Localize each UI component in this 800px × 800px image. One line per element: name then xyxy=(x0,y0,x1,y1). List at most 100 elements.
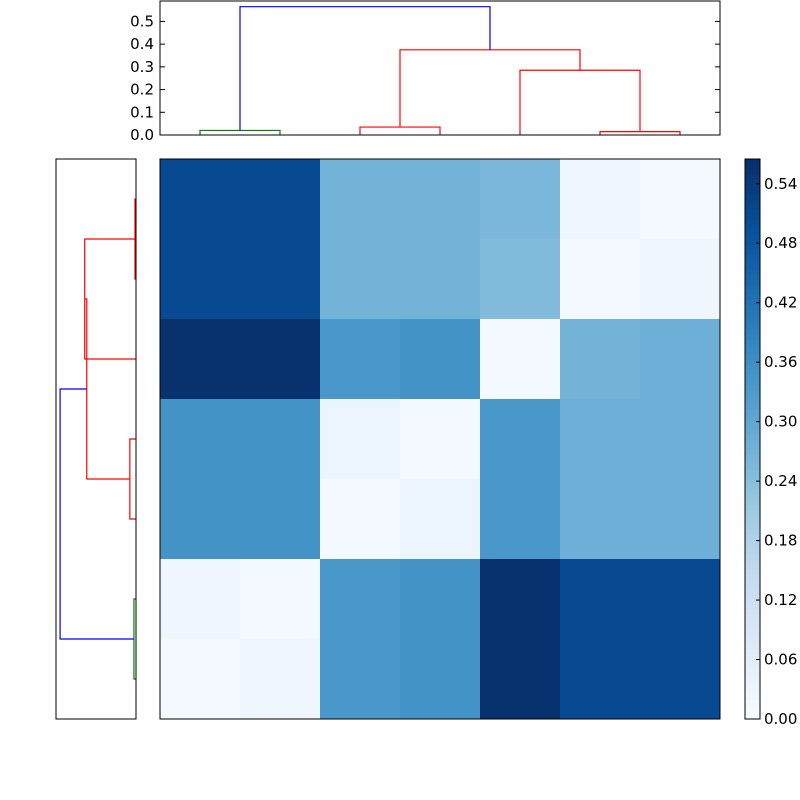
left-dendrogram xyxy=(55,158,137,720)
heatmap-cell xyxy=(560,399,641,480)
heatmap-cell xyxy=(400,319,481,400)
heatmap-cell xyxy=(480,399,561,480)
colorbar-segment xyxy=(745,434,760,440)
colorbar-segment xyxy=(745,539,760,545)
colorbar-segment xyxy=(745,404,760,410)
heatmap-cell xyxy=(320,399,401,480)
colorbar-segment xyxy=(745,234,760,240)
colorbar-segment xyxy=(745,589,760,595)
heatmap-cell xyxy=(160,239,241,320)
heatmap-cell xyxy=(400,399,481,480)
colorbar-segment xyxy=(745,214,760,220)
heatmap-cell xyxy=(320,639,401,720)
colorbar-tick-label: 0.42 xyxy=(764,294,797,312)
top-dendrogram-link xyxy=(599,130,681,135)
colorbar-segment xyxy=(745,544,760,550)
colorbar-tick-label: 0.54 xyxy=(764,175,797,193)
heatmap-cell xyxy=(640,479,721,560)
left-dendrogram-frame xyxy=(55,158,137,720)
colorbar-segment xyxy=(745,164,760,170)
colorbar-segment xyxy=(745,184,760,190)
colorbar-segment xyxy=(745,274,760,280)
colorbar-segment xyxy=(745,294,760,300)
colorbar-segment xyxy=(745,394,760,400)
colorbar-segment xyxy=(745,509,760,515)
heatmap-cell xyxy=(480,159,561,240)
colorbar-segment xyxy=(745,389,760,395)
colorbar-segment xyxy=(745,304,760,310)
colorbar-segment xyxy=(745,369,760,375)
top-dendrogram-link xyxy=(399,49,581,128)
colorbar-segment xyxy=(745,359,760,365)
colorbar-segment xyxy=(745,424,760,430)
colorbar-segment xyxy=(745,624,760,630)
colorbar-segment xyxy=(745,239,760,245)
colorbar-segment xyxy=(745,584,760,590)
colorbar-segment xyxy=(745,569,760,575)
colorbar-segment xyxy=(745,409,760,415)
colorbar-segment xyxy=(745,464,760,470)
colorbar-segment xyxy=(745,564,760,570)
colorbar-segment xyxy=(745,714,760,720)
colorbar-segment xyxy=(745,689,760,695)
heatmap-cell xyxy=(400,639,481,720)
heatmap-cell xyxy=(480,239,561,320)
colorbar-segment xyxy=(745,194,760,200)
colorbar-segment xyxy=(745,254,760,260)
colorbar-segment xyxy=(745,459,760,465)
colorbar-segment xyxy=(745,489,760,495)
heatmap-cell xyxy=(480,479,561,560)
colorbar-segment xyxy=(745,244,760,250)
colorbar-segment xyxy=(745,679,760,685)
colorbar-segment xyxy=(745,344,760,350)
colorbar-segment xyxy=(745,684,760,690)
colorbar-segment xyxy=(745,674,760,680)
heatmap-cell xyxy=(640,399,721,480)
colorbar-segment xyxy=(745,479,760,485)
colorbar-segment xyxy=(745,614,760,620)
colorbar-segment xyxy=(745,644,760,650)
colorbar-segment xyxy=(745,594,760,600)
colorbar-tick-label: 0.48 xyxy=(764,234,797,252)
heatmap-cell xyxy=(160,399,241,480)
colorbar-segment xyxy=(745,364,760,370)
top-dendrogram-link xyxy=(519,69,641,135)
colorbar-segment xyxy=(745,269,760,275)
colorbar-segment xyxy=(745,549,760,555)
colorbar-segment xyxy=(745,514,760,520)
colorbar-segment xyxy=(745,619,760,625)
colorbar-segment xyxy=(745,204,760,210)
heatmap-cell xyxy=(640,559,721,640)
top-dendrogram-ytick-label: 0.2 xyxy=(130,81,154,99)
heatmap-cell xyxy=(400,479,481,560)
heatmap-cell xyxy=(320,319,401,400)
top-dendrogram-ytick-label: 0.4 xyxy=(130,35,154,53)
colorbar-segment xyxy=(745,499,760,505)
heatmap-cell xyxy=(560,159,641,240)
colorbar-segment xyxy=(745,634,760,640)
colorbar-segment xyxy=(745,169,760,175)
colorbar-segment xyxy=(745,439,760,445)
colorbar-segment xyxy=(745,259,760,265)
colorbar-segment xyxy=(745,414,760,420)
colorbar-segment xyxy=(745,444,760,450)
colorbar-segment xyxy=(745,374,760,380)
colorbar-tick-label: 0.30 xyxy=(764,413,797,431)
colorbar-segment xyxy=(745,224,760,230)
colorbar-segment xyxy=(745,639,760,645)
heatmap-cell xyxy=(400,239,481,320)
top-dendrogram: 0.0 0.1 0.2 0.3 0.4 0.5 xyxy=(130,0,721,144)
colorbar-segment xyxy=(745,179,760,185)
heatmap-cell xyxy=(480,639,561,720)
colorbar-segment xyxy=(745,209,760,215)
heatmap-cell xyxy=(160,639,241,720)
heatmap-cell xyxy=(640,319,721,400)
colorbar-segment xyxy=(745,654,760,660)
colorbar-segment xyxy=(745,289,760,295)
colorbar-segment xyxy=(745,534,760,540)
colorbar-segment xyxy=(745,454,760,460)
heatmap-cell xyxy=(400,559,481,640)
colorbar-frame xyxy=(744,158,761,720)
left-dendrogram-link xyxy=(84,298,130,480)
